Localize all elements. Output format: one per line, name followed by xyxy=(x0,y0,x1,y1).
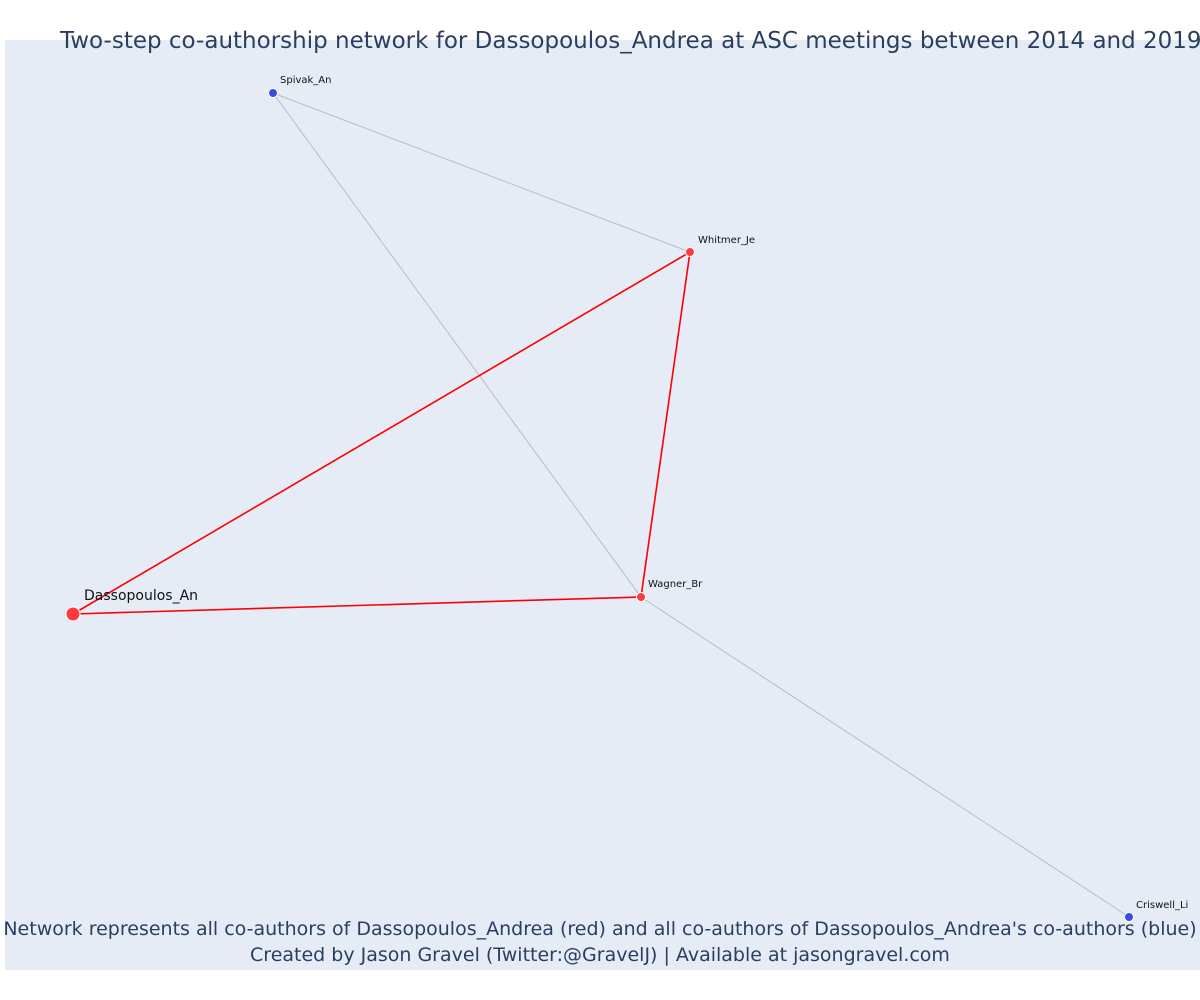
labels-layer: Dassopoulos_An Whitmer_Je Wagner_Br Spivak_… xyxy=(84,75,1188,911)
edge-dassopoulos-whitmer xyxy=(72,251,691,615)
edge-spivak-whitmer xyxy=(272,92,691,253)
caption-credit: Created by Jason Gravel (Twitter:@Gravel… xyxy=(250,944,950,966)
node-label-wagner: Wagner_Br xyxy=(648,579,703,590)
node-label-whitmer: Whitmer_Je xyxy=(698,235,755,246)
edges-layer xyxy=(72,92,1130,918)
edge-whitmer-wagner xyxy=(640,251,691,598)
node-criswell[interactable] xyxy=(1124,912,1134,922)
node-spivak[interactable] xyxy=(268,88,278,98)
caption-description: Network represents all co-authors of Das… xyxy=(3,918,1197,940)
plot-area xyxy=(5,40,1200,970)
node-label-dassopoulos: Dassopoulos_An xyxy=(84,588,198,604)
chart-title: Two-step co-authorship network for Dasso… xyxy=(60,28,1200,54)
nodes-layer xyxy=(65,88,1134,922)
edge-dassopoulos-wagner xyxy=(72,596,642,615)
node-whitmer[interactable] xyxy=(685,247,695,257)
edge-wagner-criswell xyxy=(640,596,1130,918)
edge-spivak-wagner xyxy=(272,92,642,598)
node-wagner[interactable] xyxy=(636,592,646,602)
node-dassopoulos[interactable] xyxy=(65,606,81,622)
node-label-criswell: Criswell_Li xyxy=(1136,900,1188,911)
node-label-spivak: Spivak_An xyxy=(280,75,332,86)
